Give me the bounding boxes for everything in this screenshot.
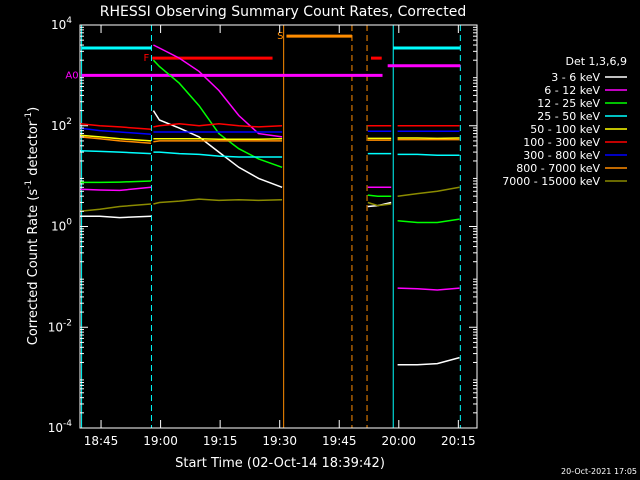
series-3-segment-1 (153, 151, 283, 158)
y-tick-label-4: 10-4 (48, 419, 73, 435)
series-2-segment-2 (367, 194, 392, 197)
series-3-segment-3 (397, 153, 460, 156)
series-5-segment-0 (80, 122, 152, 131)
series-1-segment-0 (80, 186, 152, 192)
series-8-segment-1 (153, 198, 283, 205)
series-3-segment-0 (80, 149, 152, 155)
series-2-segment-0 (80, 180, 152, 184)
y-tick-label-0: 104 (51, 16, 72, 32)
flag-label-6: A0 (65, 70, 78, 81)
x-tick-label-4: 19:45 (322, 434, 357, 448)
vertical-markers (81, 25, 461, 428)
legend-label-7: 800 - 7000 keV (516, 162, 600, 175)
x-axis-label: Start Time (02-Oct-14 18:39:42) (175, 456, 385, 471)
legend-title: Det 1,3,6,9 (565, 55, 627, 68)
series-8-segment-3 (397, 186, 460, 197)
legend-label-4: 50 - 100 keV (530, 123, 600, 136)
y-axis-ticks: 104 102 100 10-2 10-4 (48, 16, 477, 435)
legend-label-3: 25 - 50 keV (537, 110, 600, 123)
series-8-segment-0 (80, 203, 152, 213)
legend-label-8: 7000 - 15000 keV (502, 175, 600, 188)
footer-date: 20-Oct-2021 17:05 (561, 467, 637, 476)
series-4-segment-0 (80, 134, 152, 142)
series-0-segment-1 (152, 110, 283, 189)
y-tick-label-1: 102 (51, 117, 72, 133)
x-tick-label-3: 19:30 (262, 434, 297, 448)
series-7-segment-1 (153, 140, 283, 143)
series-1-segment-1 (153, 44, 283, 138)
chart-title: RHESSI Observing Summary Count Rates, Co… (100, 4, 466, 20)
legend-label-0: 3 - 6 keV (551, 71, 600, 84)
y-tick-label-3: 10-2 (48, 318, 72, 334)
series-0-segment-0 (80, 215, 152, 219)
legend-label-1: 6 - 12 keV (544, 84, 600, 97)
series-lines (80, 44, 460, 366)
series-8-segment-2 (367, 201, 392, 207)
x-axis-ticks: 18:45 19:00 19:15 19:30 19:45 20:00 20:15 (84, 25, 476, 448)
legend-label-6: 300 - 800 keV (523, 149, 600, 162)
series-6-segment-0 (80, 127, 152, 135)
series-2-segment-3 (397, 218, 460, 224)
plot-frame (79, 24, 478, 429)
series-7-segment-0 (80, 136, 152, 144)
status-flags: F S A0 (65, 31, 461, 81)
x-tick-label-0: 18:45 (84, 434, 119, 448)
legend-label-5: 100 - 300 keV (523, 136, 600, 149)
flag-label-2: F (143, 53, 149, 64)
legend-label-2: 12 - 25 keV (537, 97, 600, 110)
series-5-segment-1 (153, 122, 283, 128)
y-tick-label-2: 100 (51, 218, 72, 234)
x-tick-label-6: 20:15 (441, 434, 476, 448)
x-tick-label-5: 20:00 (381, 434, 416, 448)
x-tick-label-2: 19:15 (203, 434, 238, 448)
x-tick-label-1: 19:00 (143, 434, 178, 448)
y-axis-label: Corrected Count Rate (s-1 detector-1) (24, 107, 41, 345)
series-0-segment-3 (397, 356, 460, 366)
series-1-segment-3 (397, 287, 460, 291)
flag-label-4: S (277, 31, 283, 42)
